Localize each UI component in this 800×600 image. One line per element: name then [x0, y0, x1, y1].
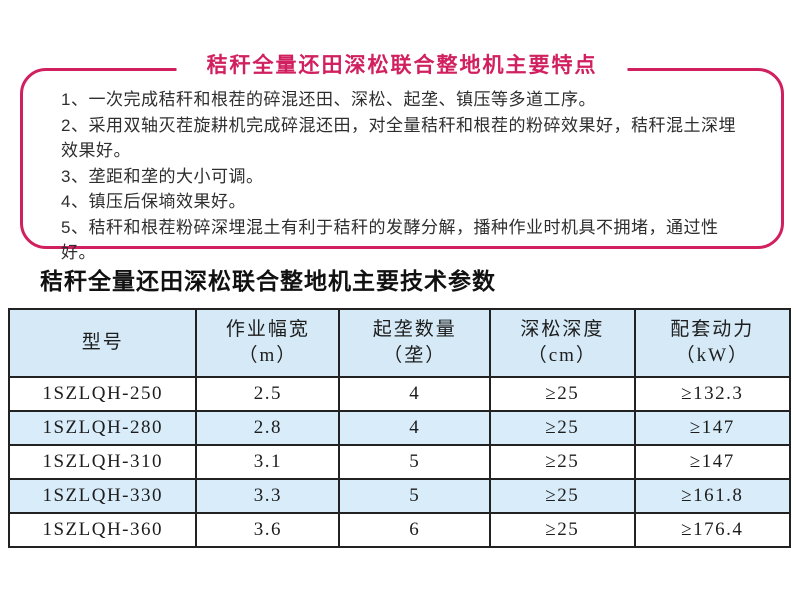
spec-section-heading: 秸秆全量还田深松联合整地机主要技术参数: [40, 269, 496, 294]
cell-depth: ≥25: [489, 512, 636, 548]
column-label: 型号: [81, 332, 124, 353]
cell-ridges: 6: [338, 512, 492, 548]
cell-depth: ≥25: [489, 376, 636, 412]
cell-model: 1SZLQH-250: [7, 376, 198, 412]
cell-ridges: 4: [338, 410, 492, 446]
cell-width: 3.6: [195, 512, 341, 548]
feature-box: 秸秆全量还田深松联合整地机主要特点 1、一次完成秸秆和根茬的碎混还田、深松、起垄…: [20, 50, 784, 262]
table-row: 1SZLQH-280 2.8 4 ≥25 ≥147: [7, 410, 792, 446]
column-label: 配套动力: [670, 319, 755, 340]
feature-box-title: 秸秆全量还田深松联合整地机主要特点: [176, 50, 628, 80]
cell-depth: ≥25: [489, 410, 636, 446]
spec-table: 型号 作业幅宽 （m） 起垄数量 （垄） 深松深度 （cm） 配套动力 （: [7, 308, 792, 548]
column-unit: （kW）: [675, 345, 749, 366]
cell-power: ≥132.3: [633, 376, 792, 412]
cell-model: 1SZLQH-310: [7, 444, 198, 480]
feature-item-1: 1、一次完成秸秆和根茬的碎混还田、深松、起垄、镇压等多道工序。: [61, 90, 596, 109]
table-row: 1SZLQH-360 3.6 6 ≥25 ≥176.4: [7, 512, 792, 548]
cell-power: ≥161.8: [633, 478, 792, 514]
cell-depth: ≥25: [489, 478, 636, 514]
table-row: 1SZLQH-250 2.5 4 ≥25 ≥132.3: [7, 376, 792, 412]
feature-item-2: 2、采用双轴灭茬旋耕机完成碎混还田，对全量秸秆和根茬的粉碎效果好，秸秆混土深埋效…: [61, 115, 736, 161]
column-header-model: 型号: [7, 308, 198, 378]
column-unit: （垄）: [383, 345, 447, 366]
feature-item-3: 3、垄距和垄的大小可调。: [61, 166, 264, 186]
feature-item-5: 5、秸秆和根茬粉碎深埋混土有利于秸秆的发酵分解，播种作业时机具不拥堵，通过性好。: [61, 217, 719, 263]
cell-width: 3.3: [195, 478, 341, 514]
cell-power: ≥147: [633, 444, 792, 480]
cell-width: 3.1: [195, 444, 341, 480]
column-header-ridge-count: 起垄数量 （垄）: [338, 308, 492, 378]
cell-width: 2.8: [195, 410, 341, 446]
column-header-working-width: 作业幅宽 （m）: [195, 308, 341, 378]
cell-model: 1SZLQH-360: [7, 512, 198, 548]
cell-ridges: 5: [338, 478, 492, 514]
column-unit: （m）: [238, 345, 298, 366]
table-header-row: 型号 作业幅宽 （m） 起垄数量 （垄） 深松深度 （cm） 配套动力 （: [7, 308, 792, 378]
column-label: 深松深度: [520, 319, 605, 340]
table-row: 1SZLQH-330 3.3 5 ≥25 ≥161.8: [7, 478, 792, 514]
column-header-subsoil-depth: 深松深度 （cm）: [489, 308, 636, 378]
cell-power: ≥147: [633, 410, 792, 446]
column-label: 起垄数量: [372, 319, 457, 340]
cell-ridges: 4: [338, 376, 492, 412]
table-row: 1SZLQH-310 3.1 5 ≥25 ≥147: [7, 444, 792, 480]
cell-width: 2.5: [195, 376, 341, 412]
cell-model: 1SZLQH-330: [7, 478, 198, 514]
cell-model: 1SZLQH-280: [7, 410, 198, 446]
feature-list: 1、一次完成秸秆和根茬的碎混还田、深松、起垄、镇压等多道工序。 2、采用双轴灭茬…: [23, 71, 781, 266]
cell-ridges: 5: [338, 444, 492, 480]
column-header-matched-power: 配套动力 （kW）: [633, 308, 792, 378]
cell-power: ≥176.4: [633, 512, 792, 548]
feature-item-4: 4、镇压后保墒效果好。: [61, 192, 246, 211]
column-unit: （cm）: [527, 345, 597, 366]
cell-depth: ≥25: [489, 444, 636, 480]
column-label: 作业幅宽: [225, 319, 310, 340]
